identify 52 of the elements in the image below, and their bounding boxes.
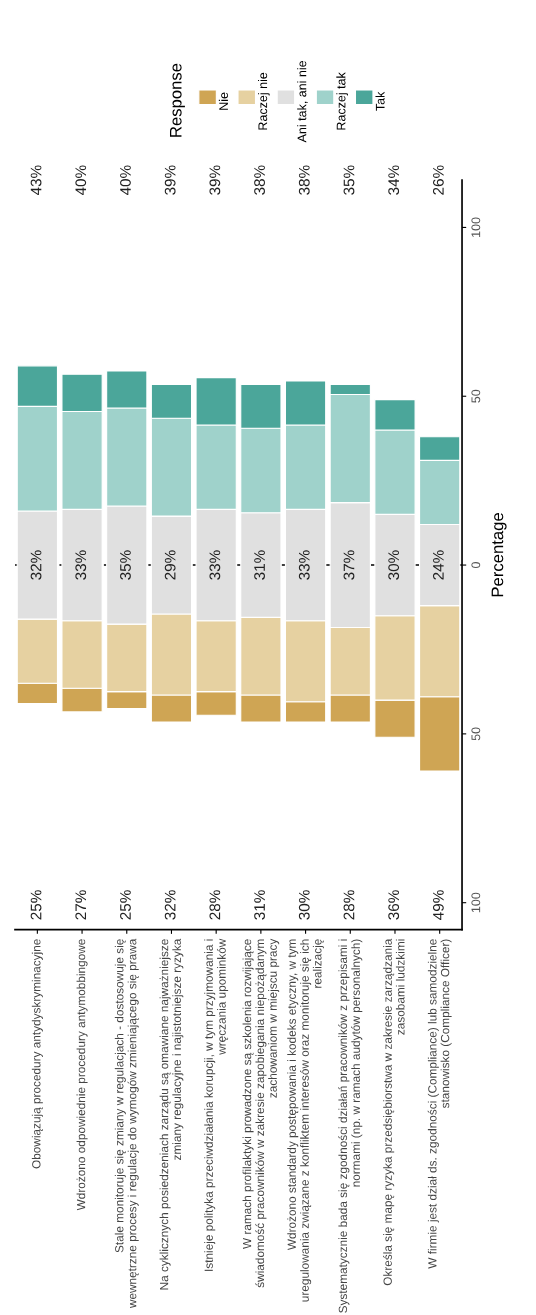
annotation: 34% <box>388 165 400 195</box>
legend-label: Ani tak, ani nie <box>297 60 308 143</box>
annotation: 38% <box>254 165 265 195</box>
y-tick-label: 50 <box>471 727 481 741</box>
annotation: 38% <box>298 165 310 195</box>
annotation: 28% <box>209 890 221 920</box>
annotation: 30% <box>298 890 310 920</box>
legend-label: Nie <box>218 92 229 110</box>
x-tick-label: Systematycznie bada się zgodności działań pracowników z przepisami i normami (np. w ramach audytów personalnych) <box>338 939 363 1313</box>
annotation: 49% <box>432 890 444 920</box>
annotation: 39% <box>209 165 221 195</box>
legend-label: Raczej nie <box>258 72 270 130</box>
data-label: 35% <box>120 550 131 580</box>
legend-title: Response <box>170 63 185 137</box>
data-label: 30% <box>388 550 400 580</box>
annotation: 40% <box>75 165 87 196</box>
data-label: 24% <box>432 550 444 580</box>
x-tick-label: Określa się mapę ryzyka przedsiębiorstwa w zakresie zarządzania zasobami ludzkimi <box>383 938 405 1286</box>
annotation: 28% <box>343 890 355 920</box>
annotation: 39% <box>164 165 176 195</box>
x-tick-label: Wdrożono odpowiednie procedury antymobbingowe <box>76 939 88 1211</box>
annotation: 40% <box>120 165 131 196</box>
annotation: 36% <box>388 890 400 920</box>
data-label: 33% <box>75 550 87 580</box>
annotation: 26% <box>432 165 444 195</box>
annotation: 35% <box>343 165 355 195</box>
x-tick-label: Na cyklicznych posiedzeniach zarządu są omawiane najważniejsze zmiany regulacyjne i najistotniejsze ryzyka <box>159 938 184 1290</box>
x-tick-label: Obowiązują procedury antydyskryminacyjne <box>31 939 43 1169</box>
x-tick-label: Stale monitoruje się zmiany w regulacjach - dostosowuje się wewnętrzne procesy i regulacje do wymogów zmieniającego się prawa <box>114 938 139 1309</box>
y-axis-title: Percentage <box>491 513 507 597</box>
y-tick-label: 50 <box>471 389 481 403</box>
legend-label: Tak <box>375 91 385 111</box>
x-tick-label: W ramach profilaktyki prowadzone są szkolenia rozwijające świadomość pracowników w zakresie zapobiegania niepożądanym zachowaniom w miejscu pracy <box>242 938 280 1288</box>
data-label: 31% <box>254 550 265 580</box>
y-tick-label: 100 <box>471 892 481 913</box>
annotation: 32% <box>164 890 176 920</box>
annotation: 25% <box>30 890 42 920</box>
annotation: 43% <box>30 165 42 196</box>
y-tick-label: 100 <box>471 217 481 237</box>
y-tick-label: 0 <box>471 562 481 569</box>
data-label: 29% <box>164 550 176 580</box>
legend-label: Raczej tak <box>336 72 348 130</box>
annotation: 27% <box>75 890 87 920</box>
data-label: 32% <box>30 550 42 580</box>
data-label: 33% <box>298 550 310 580</box>
annotation: 25% <box>120 890 131 920</box>
data-label: 37% <box>343 550 355 580</box>
annotation: 31% <box>254 890 265 920</box>
x-tick-label: W firmie jest dział ds. zgodności (Compliance) lub samodzielne stanowisko (Compliance Officer) <box>427 939 452 1269</box>
x-tick-label: Istnieje polityka przeciwdziałania korupcji, w tym przyjmowania i wręczania upominków <box>204 938 229 1271</box>
data-label: 33% <box>209 550 221 580</box>
x-tick-label: Wdrożono standardy postępowania i kodeks etyczny, w tym uregulowania związane z konfliktem interesów oraz monitoruje się ich realizację <box>287 939 324 1302</box>
